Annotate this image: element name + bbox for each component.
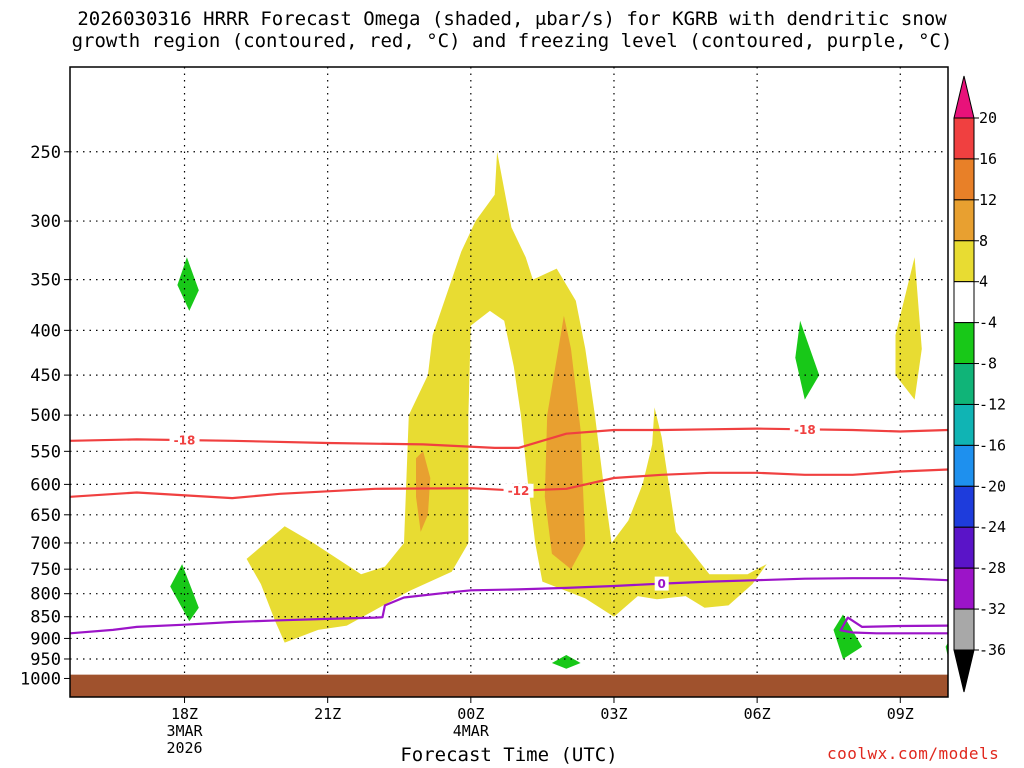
grid-layer	[70, 67, 948, 697]
y-tick-label-650: 650	[30, 506, 61, 526]
y-tick-label-350: 350	[30, 271, 61, 291]
y-tick-label-900: 900	[30, 629, 61, 649]
chart-title-line-1: 2026030316 HRRR Forecast Omega (shaded, …	[77, 8, 947, 30]
colorbar-label-4: 4	[979, 273, 988, 291]
contour-label--18-1: -18	[174, 434, 196, 448]
colorbar-bin-6	[953, 363, 975, 405]
site-credit: coolwx.com/models	[827, 744, 1000, 763]
contour-line-0-closed	[839, 616, 948, 635]
y-tick-label-400: 400	[30, 321, 61, 341]
contour-label--12-1: -12	[508, 484, 530, 498]
contour-label-bg--18-1	[169, 433, 200, 448]
y-tick-label-500: 500	[30, 406, 61, 426]
colorbar-bin-2	[953, 199, 975, 242]
colorbar-label-13: -36	[979, 641, 1006, 659]
terrain-surface	[70, 674, 948, 697]
colorbar-bin-7	[953, 403, 975, 446]
y-tick-label-300: 300	[30, 212, 61, 232]
colorbar-label-11: -28	[979, 559, 1006, 577]
colorbar-bin-1	[953, 158, 975, 201]
contour-line--18	[70, 427, 948, 449]
colorbar-bin-8	[953, 444, 975, 487]
plot-frame	[69, 66, 949, 698]
omega-region-3	[416, 451, 431, 532]
colorbar-end-top	[953, 75, 975, 119]
colorbar-bin-11	[953, 567, 975, 610]
contour-label-bg-0-1	[654, 576, 669, 591]
y-tick-label-700: 700	[30, 534, 61, 554]
colorbar-label-5: -4	[979, 314, 997, 332]
omega-region-4	[544, 315, 586, 570]
negative-omega-region-5	[551, 655, 581, 669]
y-tick-label-850: 850	[30, 608, 61, 628]
colorbar-bin-4	[953, 281, 975, 324]
negative-omega-region-3	[795, 320, 820, 400]
omega-region-2	[895, 257, 922, 400]
y-tick-label-450: 450	[30, 366, 61, 386]
y-tick-label-600: 600	[30, 475, 61, 495]
y-tick-label-750: 750	[30, 560, 61, 580]
colorbar-bin-12	[953, 608, 975, 651]
x-tick-label-33-1: 09Z	[887, 705, 914, 723]
y-tick-label-1000: 1000	[20, 669, 61, 689]
omega-region-1	[246, 151, 767, 643]
negative-omega-region-2	[170, 564, 199, 622]
negative-omega-region-1	[177, 257, 199, 311]
x-tick-label-27-1: 03Z	[600, 705, 627, 723]
colorbar-label-10: -24	[979, 518, 1006, 536]
y-tick-label-950: 950	[30, 650, 61, 670]
colorbar-bin-5	[953, 322, 975, 365]
x-axis-title: Forecast Time (UTC)	[400, 744, 618, 766]
y-tick-label-250: 250	[30, 143, 61, 163]
contour-label-bg--18-2	[789, 422, 820, 437]
omega-shading-layer	[170, 151, 948, 669]
colorbar-label-6: -8	[979, 355, 997, 373]
colorbar-bin-3	[953, 240, 975, 283]
y-tick-label-800: 800	[30, 585, 61, 605]
x-tick-label-18-3: 2026	[166, 739, 202, 757]
colorbar-bin-10	[953, 526, 975, 569]
contour-label--18-2: -18	[794, 423, 816, 437]
colorbar-end-bottom	[953, 649, 975, 693]
contour-label-0-1: 0	[658, 577, 666, 591]
axis-label-layer: 2503003504004505005506006507007508008509…	[20, 143, 914, 757]
contour-label-bg--12-1	[503, 483, 534, 498]
colorbar-label-7: -12	[979, 395, 1006, 413]
colorbar-label-12: -32	[979, 600, 1006, 618]
x-tick-label-30-1: 06Z	[744, 705, 771, 723]
x-tick-label-24-1: 00Z	[457, 705, 484, 723]
x-tick-label-21-1: 21Z	[314, 705, 341, 723]
colorbar-label-3: 8	[979, 232, 988, 250]
x-tick-label-24-2: 4MAR	[453, 722, 490, 740]
colorbar-label-9: -20	[979, 477, 1006, 495]
colorbar-label-8: -16	[979, 436, 1006, 454]
colorbar-label-0: 20	[979, 109, 997, 127]
chart-title: 2026030316 HRRR Forecast Omega (shaded, …	[0, 8, 1024, 52]
colorbar-label-2: 12	[979, 191, 997, 209]
colorbar: 20 16 12 8 4 -4 -8 -12 -16 -20 -24 -28 -32 -36	[953, 75, 1006, 693]
y-tick-label-550: 550	[30, 442, 61, 462]
contour-line--12	[70, 468, 948, 500]
colorbar-label-1: 16	[979, 150, 997, 168]
x-tick-label-18-1: 18Z	[171, 705, 198, 723]
contour-layer: -18 -18 -12 0	[70, 422, 948, 635]
chart-title-line-2: growth region (contoured, red, °C) and f…	[71, 30, 953, 52]
colorbar-bin-0	[953, 117, 975, 160]
colorbar-bin-9	[953, 485, 975, 528]
negative-omega-region-4	[833, 614, 863, 659]
contour-line-0	[70, 577, 948, 635]
x-tick-label-18-2: 3MAR	[166, 722, 203, 740]
terrain-layer	[70, 674, 948, 697]
plot-frame-layer	[69, 66, 949, 698]
